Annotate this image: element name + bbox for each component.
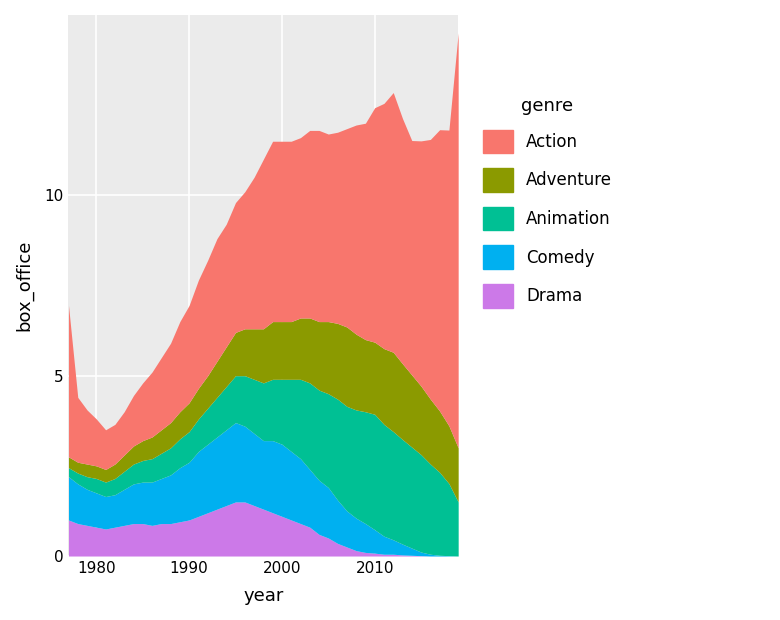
- Y-axis label: box_office: box_office: [15, 240, 34, 331]
- Legend: Action, Adventure, Animation, Comedy, Drama: Action, Adventure, Animation, Comedy, Dr…: [474, 88, 620, 316]
- X-axis label: year: year: [243, 587, 283, 605]
